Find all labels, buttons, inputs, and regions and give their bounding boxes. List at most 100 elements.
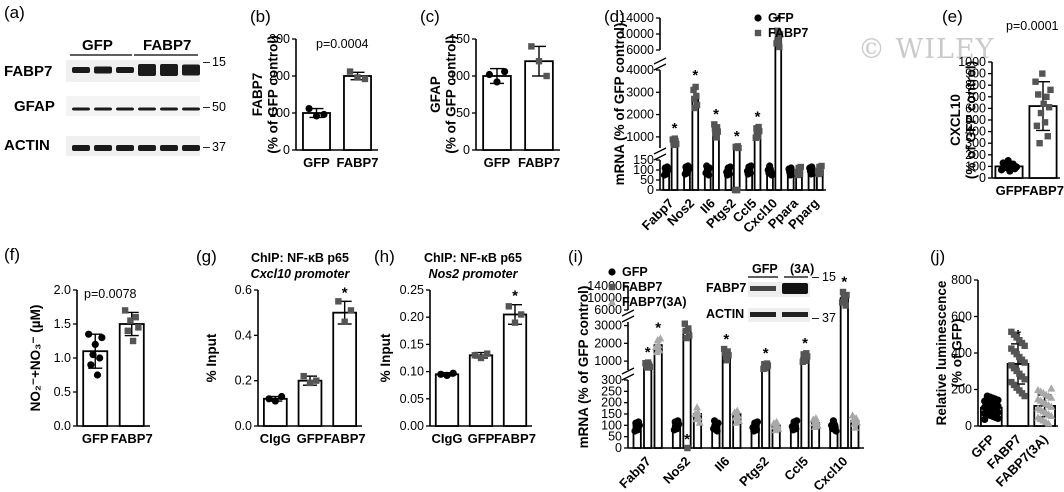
data-point <box>832 427 840 435</box>
data-point <box>725 170 734 178</box>
inset-marker-15: – <box>812 270 819 284</box>
data-point <box>747 162 755 170</box>
axis-break <box>621 367 635 375</box>
data-point <box>1008 362 1015 369</box>
data-point <box>443 371 451 380</box>
data-point <box>1041 119 1049 126</box>
data-point <box>735 144 742 152</box>
y-axis-label: NO₂⁻+NO₃⁻ (µM) <box>28 305 43 412</box>
y-tick-label: 200 <box>269 69 290 83</box>
blot-band <box>116 67 134 73</box>
data-point <box>1016 387 1023 394</box>
data-point <box>693 403 702 411</box>
y-axis-label-line: FABP7 <box>250 73 265 117</box>
data-point <box>776 31 784 38</box>
axis-break <box>653 57 667 65</box>
bar-fabp7 <box>343 75 372 151</box>
inset-row-fabp7: FABP7 <box>706 281 746 295</box>
y-tick-label: 0.4 <box>235 328 252 342</box>
x-tick-label: FABP7 <box>111 431 153 446</box>
data-point <box>685 325 692 332</box>
x-tick-label: Ccl5 <box>781 454 811 484</box>
data-point <box>841 297 848 305</box>
data-point <box>851 423 860 431</box>
data-point <box>664 166 672 174</box>
y-axis-label-line: (% of GFP control) <box>964 61 979 179</box>
bar-fabp7 <box>643 363 653 449</box>
y-axis-label-line: (% of GFP) <box>950 319 965 388</box>
data-point <box>271 397 279 405</box>
inset-strip-actin <box>748 308 810 322</box>
data-point <box>656 334 665 342</box>
y-tick-label: 300 <box>965 136 986 150</box>
data-point <box>1004 157 1012 165</box>
inset-marker-37-value: 37 <box>822 311 836 325</box>
y-tick-label: 4000 <box>626 63 654 77</box>
y-tick-label: 6000 <box>594 303 622 317</box>
data-point <box>1045 104 1053 111</box>
marker-50: – <box>203 100 210 114</box>
data-point <box>817 169 825 177</box>
panel-label-a: (a) <box>4 3 25 22</box>
y-axis-label-line: mRNA (% of GFP control) <box>612 23 627 186</box>
data-point <box>694 413 703 421</box>
data-point <box>511 319 519 326</box>
chart-h: (h) 0.00 0.05 0.10 0.15 0.20 0.25 % Input CIgG GF… <box>374 247 536 446</box>
data-point <box>305 104 313 113</box>
x-tick-label: Cxcl10 <box>810 454 850 492</box>
axis-break <box>621 309 635 317</box>
x-tick-label: Fabp7 <box>616 454 654 492</box>
x-tick-label: FABP7 <box>324 431 366 446</box>
significance-star: * <box>512 288 518 305</box>
x-tick-label: CIgG <box>431 431 462 446</box>
bar-fabp7 <box>774 37 783 191</box>
x-tick-label: GFP <box>484 155 511 170</box>
y-tick-label: 0 <box>283 143 290 157</box>
legend-label: GFP <box>622 265 648 279</box>
blot-band <box>160 145 178 151</box>
x-tick-label: GFP <box>82 431 109 446</box>
legend-marker-fabp7(3a) <box>608 298 616 306</box>
y-tick-label: 0.10 <box>400 365 424 379</box>
bar-fabp7 <box>670 140 679 191</box>
blot-band <box>72 67 90 73</box>
y-tick-label: 14000 <box>587 279 622 293</box>
blot-band <box>72 145 90 151</box>
data-point <box>89 351 97 359</box>
data-point <box>335 298 342 305</box>
panel-label-i: (i) <box>568 247 583 266</box>
data-point <box>725 352 732 359</box>
y-tick-label: 3000 <box>594 319 622 333</box>
significance-star: * <box>775 12 781 29</box>
data-point <box>734 411 743 419</box>
data-point <box>673 140 680 148</box>
y-tick-label: 2000 <box>626 108 654 122</box>
y-tick-label: 0.00 <box>400 419 424 433</box>
data-point <box>720 345 728 353</box>
data-point <box>714 128 721 135</box>
data-point <box>693 92 700 100</box>
bar-gfp <box>297 379 323 427</box>
data-point <box>775 38 782 45</box>
x-tick-label: Il6 <box>712 454 733 475</box>
chart-subtitle: Nos2 promoter <box>429 267 519 281</box>
y-tick-label: 50 <box>608 430 622 444</box>
data-point <box>320 110 328 119</box>
y-axis-label: % Input <box>204 333 219 382</box>
data-point <box>361 75 369 83</box>
data-point <box>471 352 479 359</box>
x-tick-label: GFP <box>468 431 495 446</box>
y-tick-label: 50 <box>640 173 654 187</box>
y-tick-label: 3000 <box>626 85 654 99</box>
inset-band-gfp-actin <box>750 312 776 317</box>
panel-label-j: (j) <box>930 247 945 266</box>
data-point <box>505 303 513 310</box>
significance-star: * <box>672 120 678 137</box>
data-point <box>477 354 485 362</box>
p-value: p=0.0004 <box>316 37 369 51</box>
y-tick-label: 900 <box>965 67 986 81</box>
blot-bands <box>72 64 200 151</box>
y-tick-label: 2000 <box>594 336 622 350</box>
y-axis-label-line: CXCL10 <box>948 94 963 146</box>
y-axis-label-line: mRNA (% of GFP control) <box>576 286 591 449</box>
